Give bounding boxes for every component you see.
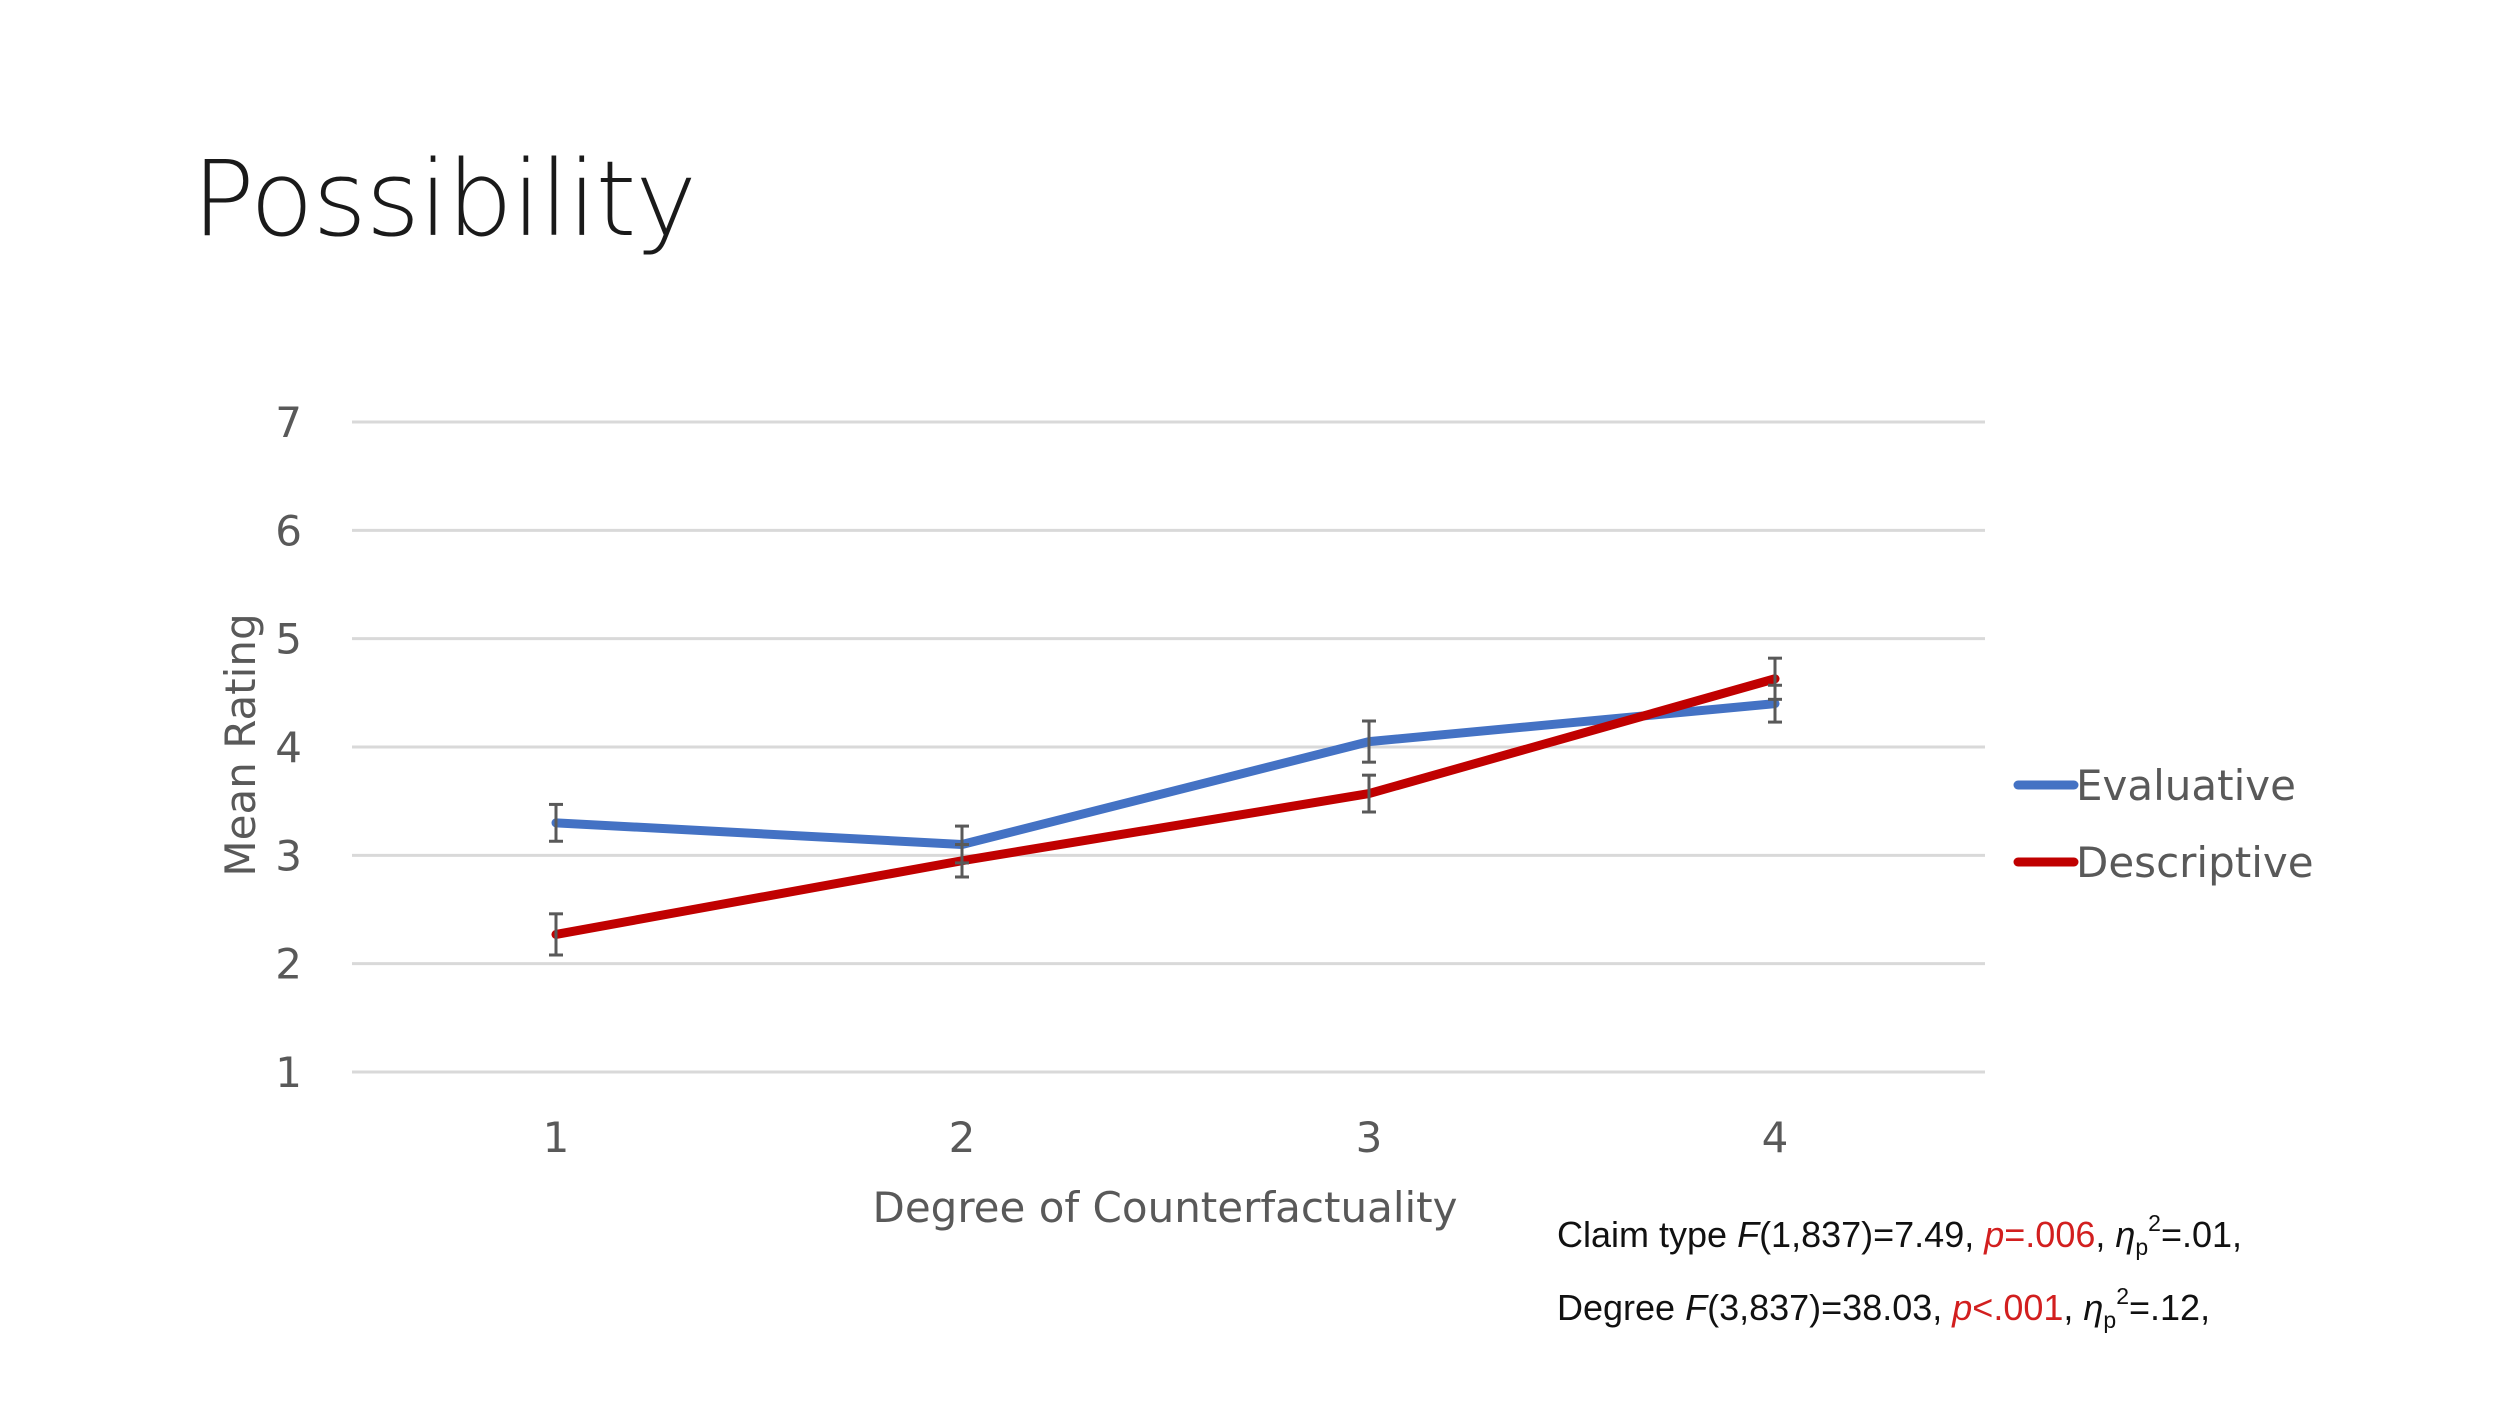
legend-label: Evaluative — [2076, 761, 2296, 810]
series-lines — [551, 674, 1780, 939]
x-tick-label: 4 — [1762, 1113, 1789, 1162]
error-bar — [1362, 719, 1376, 764]
legend: Evaluative Descriptive — [2013, 761, 2314, 887]
error-bar — [1768, 656, 1782, 701]
claim-type-stats: Claim type F(1,837)=7.49, p=.006, ηp2=.0… — [1557, 1210, 2243, 1261]
statistics-note: Claim type F(1,837)=7.49, p=.006, ηp2=.0… — [1557, 1200, 2242, 1346]
x-axis-label: Degree of Counterfactuality — [873, 1183, 1458, 1232]
y-axis-label: Mean Rating — [216, 613, 265, 876]
y-tick-label: 2 — [275, 940, 302, 989]
error-bar — [1362, 773, 1376, 814]
y-axis-ticks: 1 2 3 4 5 6 7 — [275, 398, 302, 1097]
slide-title: Possibility — [192, 138, 697, 260]
y-tick-label: 4 — [275, 723, 302, 772]
series-line-descriptive — [551, 674, 1780, 939]
y-tick-label: 6 — [275, 506, 302, 555]
x-tick-label: 1 — [543, 1113, 570, 1162]
y-tick-label: 1 — [275, 1048, 302, 1097]
y-tick-label: 5 — [275, 615, 302, 664]
x-axis-ticks: 1 2 3 4 — [543, 1113, 1789, 1162]
y-tick-label: 3 — [275, 831, 302, 880]
series-line-evaluative — [551, 699, 1780, 849]
error-bars — [549, 656, 1782, 957]
degree-stats: Degree F(3,837)=38.03, p<.001, ηp2=.12, — [1557, 1283, 2211, 1334]
gridlines — [352, 420, 1985, 1074]
legend-item-evaluative: Evaluative — [2013, 761, 2296, 810]
error-bar — [955, 843, 969, 879]
y-tick-label: 7 — [275, 398, 302, 447]
x-tick-label: 2 — [949, 1113, 976, 1162]
error-bar — [549, 912, 563, 957]
error-bar — [549, 802, 563, 843]
x-tick-label: 3 — [1356, 1113, 1383, 1162]
legend-label: Descriptive — [2076, 838, 2314, 887]
legend-item-descriptive: Descriptive — [2013, 838, 2314, 887]
